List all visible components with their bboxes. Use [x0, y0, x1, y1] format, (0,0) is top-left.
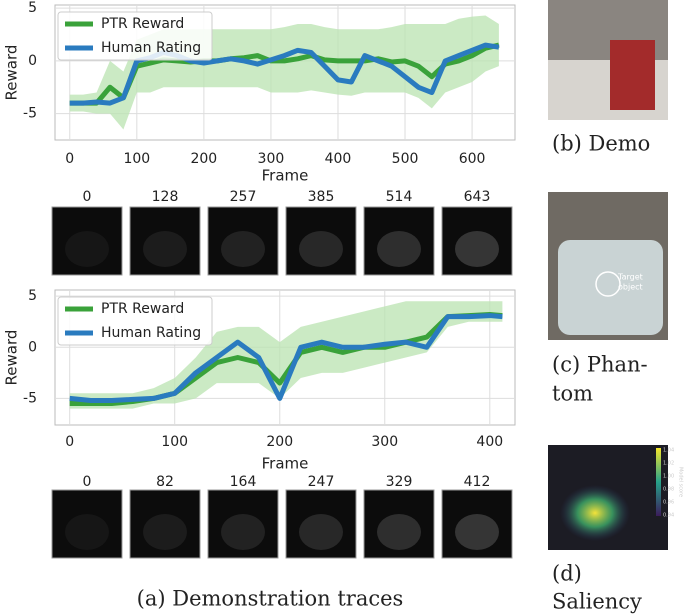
thumbnail-label: 247 — [308, 474, 335, 490]
series-line — [69, 42, 500, 106]
x-tick-label: 500 — [392, 151, 419, 167]
colorbar-tick: 0.94 — [663, 513, 674, 519]
ultrasound-thumbnail — [363, 489, 435, 559]
x-tick-label: 300 — [258, 151, 285, 167]
thumbnail-label: 128 — [152, 189, 179, 205]
caption: (c) Phan- — [552, 353, 648, 377]
legend-label: PTR Reward — [101, 16, 184, 32]
thumbnail-label: 164 — [230, 474, 257, 490]
ultrasound-speckle — [377, 514, 421, 550]
thumbnail-label: 82 — [156, 474, 174, 490]
ultrasound-thumbnail — [285, 489, 357, 559]
y-tick-label: -5 — [23, 390, 37, 406]
ultrasound-thumbnail — [207, 206, 279, 276]
ultrasound-speckle — [221, 514, 265, 550]
ultrasound-thumbnail — [207, 489, 279, 559]
x-axis-label: Frame — [262, 167, 309, 185]
saliency-colorbar — [656, 448, 661, 516]
legend-label: Human Rating — [101, 325, 201, 341]
x-axis-label: Frame — [262, 455, 309, 473]
demo-photo-person — [610, 40, 655, 110]
colorbar-tick: 1.02 — [663, 461, 674, 467]
x-tick-label: 200 — [190, 151, 217, 167]
y-tick-label: 0 — [28, 339, 37, 355]
y-tick-label: 5 — [28, 288, 37, 304]
ultrasound-thumbnail — [363, 206, 435, 276]
ultrasound-speckle — [299, 231, 343, 267]
legend-box — [57, 296, 213, 346]
colorbar-tick: 1.00 — [663, 474, 674, 480]
y-tick-label: 0 — [28, 53, 37, 69]
caption: (b) Demo — [552, 132, 650, 156]
ultrasound-thumbnail — [51, 489, 123, 559]
x-tick-label: 300 — [371, 434, 398, 450]
thumbnail-label: 385 — [308, 189, 335, 205]
thumbnail-label: 257 — [230, 189, 257, 205]
x-tick-label: 400 — [325, 151, 352, 167]
legend-label: Human Rating — [101, 40, 201, 56]
photo-label: Target — [617, 273, 643, 282]
caption: Saliency — [552, 590, 642, 614]
thumbnail-label: 0 — [83, 189, 92, 205]
ultrasound-speckle — [143, 231, 187, 267]
series-line — [69, 313, 503, 403]
ultrasound-speckle — [65, 514, 109, 550]
y-axis-label: Reward — [3, 45, 21, 101]
x-tick-label: 400 — [476, 434, 503, 450]
ultrasound-speckle — [299, 514, 343, 550]
x-tick-label: 100 — [161, 434, 188, 450]
x-tick-label: 200 — [266, 434, 293, 450]
ultrasound-thumbnail — [441, 489, 513, 559]
ultrasound-thumbnail — [51, 206, 123, 276]
colorbar-label: Model score — [678, 467, 684, 497]
thumbnail-label: 514 — [386, 189, 413, 205]
colorbar-tick: 0.98 — [663, 487, 674, 493]
thumbnail-label: 329 — [386, 474, 413, 490]
x-tick-label: 600 — [459, 151, 486, 167]
ultrasound-thumbnail — [129, 489, 201, 559]
legend-label: PTR Reward — [101, 301, 184, 317]
y-tick-label: -5 — [23, 106, 37, 122]
ultrasound-speckle — [455, 231, 499, 267]
ultrasound-thumbnail — [441, 206, 513, 276]
phantom-block — [558, 240, 663, 335]
thumbnail-label: 412 — [464, 474, 491, 490]
ultrasound-speckle — [377, 231, 421, 267]
colorbar-tick: 0.96 — [663, 500, 674, 506]
y-axis-label: Reward — [3, 330, 21, 386]
thumbnail-label: 643 — [464, 189, 491, 205]
ultrasound-thumbnail — [129, 206, 201, 276]
legend-box — [57, 11, 213, 61]
thumbnail-label: 0 — [83, 474, 92, 490]
target-circle — [595, 271, 621, 297]
caption: (a) Demonstration traces — [137, 587, 404, 611]
ultrasound-speckle — [455, 514, 499, 550]
caption: tom — [552, 382, 593, 406]
ultrasound-speckle — [65, 231, 109, 267]
colorbar-tick: 1.04 — [663, 448, 674, 454]
y-tick-label: 5 — [28, 0, 37, 16]
x-tick-label: 0 — [65, 151, 74, 167]
caption: (d) — [552, 562, 582, 586]
ultrasound-thumbnail — [285, 206, 357, 276]
saliency-heat — [550, 465, 650, 545]
x-tick-label: 0 — [65, 434, 74, 450]
ultrasound-speckle — [143, 514, 187, 550]
photo-label: object — [618, 283, 643, 292]
x-tick-label: 100 — [123, 151, 150, 167]
confidence-band — [69, 301, 503, 409]
ultrasound-speckle — [221, 231, 265, 267]
